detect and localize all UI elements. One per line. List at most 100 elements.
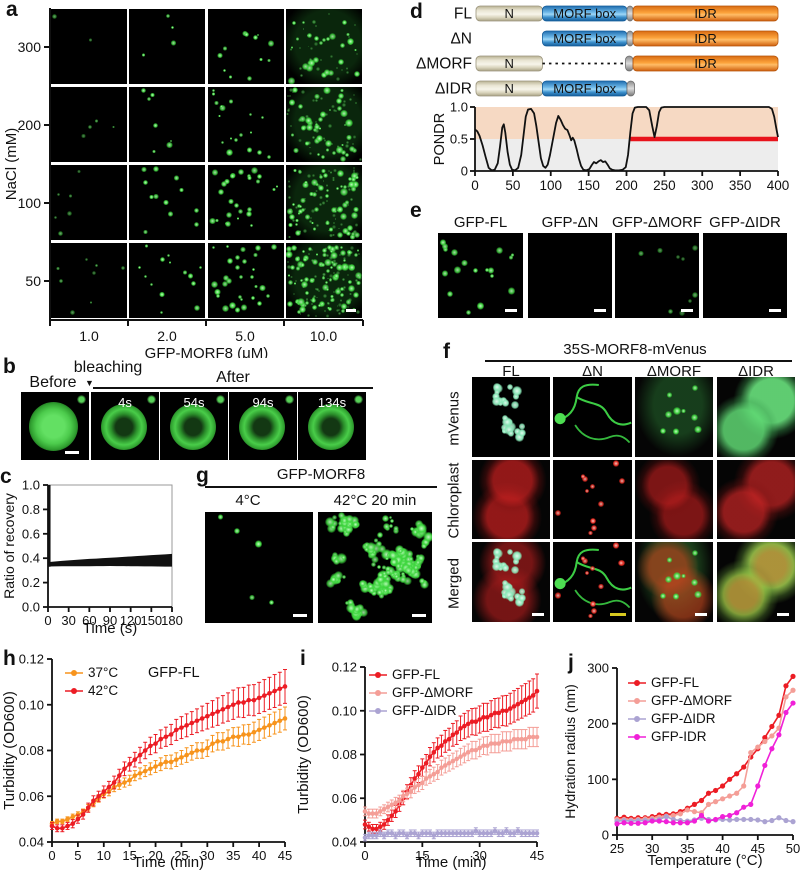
condensate-dot — [217, 514, 224, 520]
condensate-dot — [352, 143, 355, 145]
data-point — [705, 790, 712, 796]
condensate-dot — [287, 184, 292, 189]
condensate-dot — [352, 611, 357, 617]
condensate-dot — [329, 575, 338, 584]
condensate-dot — [311, 305, 317, 311]
condensate-dot — [358, 610, 363, 615]
condensate-dot — [401, 563, 409, 571]
condensate-dot — [314, 120, 318, 124]
legend-marker — [634, 716, 640, 722]
condensate-dot — [228, 98, 234, 104]
condensate-dot — [350, 246, 354, 250]
condensate-dot — [392, 570, 399, 577]
condensate-dot — [85, 258, 88, 261]
condensate-dot — [343, 185, 348, 190]
data-point — [621, 820, 627, 826]
condensate-dot — [251, 167, 258, 175]
data-point — [416, 771, 421, 777]
condensate-dot — [334, 218, 337, 220]
condensate-dot — [334, 261, 339, 266]
condensate-dot — [384, 566, 391, 573]
condensate-dot — [290, 132, 295, 137]
condensate-dot — [386, 552, 393, 559]
condensate-dot — [52, 13, 58, 19]
data-point — [649, 818, 655, 824]
condensate-dot — [318, 173, 322, 177]
condensate-dot — [342, 227, 349, 235]
condensate-dot — [331, 520, 339, 528]
data-point — [122, 766, 127, 772]
condensate-dot — [314, 206, 320, 213]
condensate-dot — [292, 87, 299, 94]
condensate-dot — [242, 259, 248, 265]
data-point — [496, 741, 502, 746]
condensate-dot — [370, 542, 382, 554]
legend-label: GFP-IDR — [651, 729, 707, 744]
condensate-dot — [501, 428, 508, 434]
panel-f-cells — [440, 340, 800, 640]
condensate-dot — [153, 193, 159, 200]
data-point — [127, 777, 132, 783]
y-axis-label: Hydration radius (nm) — [563, 684, 578, 819]
condensate-dot — [405, 563, 413, 571]
condensate-dot — [292, 147, 299, 154]
x-tick-label: 35 — [226, 848, 240, 863]
condensate-dot — [336, 553, 347, 564]
condensate-dot — [247, 207, 253, 213]
scale-bar — [695, 613, 707, 616]
condensate-dot — [218, 114, 221, 118]
condensate-dot — [473, 267, 479, 273]
data-point — [435, 769, 440, 775]
condensate-dot — [211, 281, 218, 288]
micrograph-gfp-dmorf — [615, 233, 699, 318]
condensate-dot — [328, 229, 331, 232]
condensate-dot — [339, 254, 342, 257]
condensate-dot — [309, 146, 312, 149]
data-point — [362, 822, 368, 827]
condensate-dot — [353, 169, 356, 172]
data-point — [389, 802, 395, 808]
condensate-dot — [344, 266, 348, 270]
condensate-dot — [507, 430, 515, 437]
condensate-dot — [354, 252, 359, 257]
data-point — [755, 783, 761, 789]
condensate-dot — [504, 590, 514, 600]
condensate-dot — [267, 40, 275, 47]
condensate-dot — [513, 428, 521, 435]
data-point — [220, 739, 226, 744]
condensate-dot — [411, 564, 419, 572]
condensate-dot — [68, 194, 73, 198]
condensate-dot — [339, 109, 348, 118]
condensate-dot — [358, 276, 362, 281]
data-point — [519, 699, 525, 705]
condensate-dot — [355, 271, 362, 279]
condensate-dot — [365, 544, 374, 554]
condensate-dot — [348, 263, 351, 267]
x-tick-label: 30 — [200, 848, 214, 863]
x-tick-label: 400 — [767, 178, 790, 193]
title-gfp-dmorf: GFP-ΔMORF — [611, 214, 702, 231]
condensate-dot — [159, 256, 165, 262]
condensate-dot — [322, 302, 325, 305]
condensate-dot — [313, 124, 320, 131]
condensate-dot — [339, 212, 348, 221]
condensate-dot — [348, 97, 352, 101]
condensate-dot — [497, 565, 504, 572]
domain-IDR — [632, 5, 779, 22]
condensate-dot — [394, 575, 402, 583]
micrograph-cell — [129, 165, 206, 240]
condensate-dot — [150, 92, 155, 98]
condensate-dot — [310, 249, 314, 252]
condensate-dot — [173, 175, 180, 181]
condensate-dot — [376, 565, 381, 570]
condensate-dot — [344, 200, 350, 205]
condensate-dot — [366, 581, 373, 588]
bright-cytoplasm-blob — [554, 413, 566, 425]
data-point — [85, 805, 91, 810]
condensate-dot — [373, 538, 379, 543]
condensate-dot — [332, 176, 336, 180]
data-point — [727, 817, 733, 823]
condensate-dot — [330, 142, 333, 145]
condensate-dot — [214, 289, 221, 296]
scale-bar — [681, 309, 693, 312]
